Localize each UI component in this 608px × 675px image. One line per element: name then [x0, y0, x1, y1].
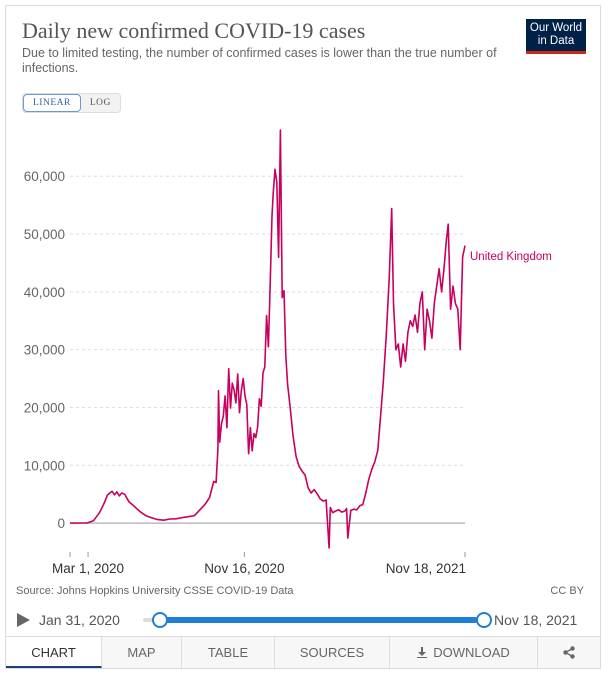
- y-tick-label: 60,000: [24, 169, 65, 184]
- share-button[interactable]: [538, 637, 600, 668]
- series-label-united-kingdom: United Kingdom: [470, 251, 552, 263]
- series-line-united-kingdom: [69, 129, 466, 549]
- play-icon[interactable]: [17, 613, 30, 627]
- share-icon: [563, 646, 575, 659]
- logo-line-2: in Data: [537, 35, 575, 47]
- x-tick-label: Nov 16, 2020: [204, 561, 284, 576]
- timeline-end-label: Nov 18, 2021: [494, 612, 578, 628]
- timeline-selected-range: [153, 617, 478, 623]
- y-tick-label: 20,000: [24, 400, 65, 415]
- y-tick-label: 30,000: [24, 343, 65, 358]
- x-tick-label: Nov 18, 2021: [386, 561, 466, 576]
- source-note[interactable]: Source: Johns Hopkins University CSSE CO…: [16, 585, 294, 597]
- tab-table[interactable]: TABLE: [182, 637, 275, 668]
- tab-sources[interactable]: SOURCES: [275, 637, 390, 668]
- license-link[interactable]: CC BY: [550, 585, 584, 597]
- log-scale-button[interactable]: LOG: [80, 94, 120, 112]
- tab-map[interactable]: MAP: [102, 637, 182, 668]
- timeline-end-handle[interactable]: [476, 612, 492, 628]
- logo-line-1: Our World: [529, 22, 583, 34]
- timeline: Jan 31, 2020 Nov 18, 2021: [0, 604, 600, 634]
- tab-download-label: DOWNLOAD: [433, 645, 510, 660]
- y-tick-label: 0: [57, 516, 65, 531]
- tab-chart[interactable]: CHART: [6, 637, 102, 668]
- chart-card: Daily new confirmed COVID-19 cases Due t…: [5, 5, 601, 669]
- y-tick-label: 40,000: [24, 285, 65, 300]
- line-chart: 0 10,000 20,000 30,000 40,000 50,000 60,000 Mar…: [24, 129, 552, 576]
- chart-subtitle: Due to limited testing, the number of co…: [22, 46, 497, 75]
- y-tick-label: 50,000: [24, 227, 65, 242]
- tab-download[interactable]: DOWNLOAD: [390, 637, 538, 668]
- y-tick-label: 10,000: [24, 458, 65, 473]
- tab-bar: CHART MAP TABLE SOURCES DOWNLOAD: [6, 636, 600, 668]
- timeline-start-handle[interactable]: [152, 612, 168, 628]
- x-tick-label: Mar 1, 2020: [52, 561, 124, 576]
- scale-toggle: LINEAR LOG: [22, 93, 121, 113]
- owid-logo[interactable]: Our World in Data: [526, 19, 586, 54]
- timeline-start-label: Jan 31, 2020: [39, 612, 120, 628]
- linear-scale-button[interactable]: LINEAR: [23, 94, 81, 112]
- chart-title: Daily new confirmed COVID-19 cases: [22, 18, 366, 43]
- download-icon: [417, 647, 428, 658]
